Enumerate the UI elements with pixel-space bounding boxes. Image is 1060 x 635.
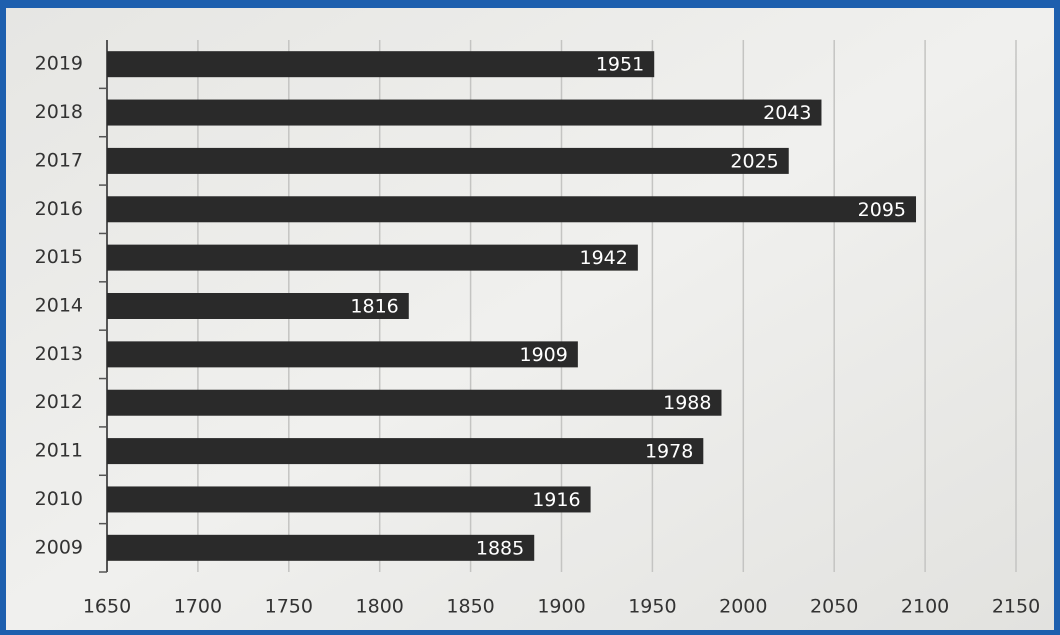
data-label: 1916 xyxy=(532,489,580,511)
data-label: 1885 xyxy=(476,537,524,559)
data-label: 1988 xyxy=(663,392,711,414)
y-tick-label: 2011 xyxy=(35,440,83,462)
x-tick-label: 1650 xyxy=(83,596,131,618)
bar xyxy=(107,147,789,174)
bar xyxy=(107,534,535,561)
x-tick-label: 2000 xyxy=(719,596,767,618)
bar xyxy=(107,389,722,416)
bar xyxy=(107,293,409,319)
x-tick-label: 1900 xyxy=(537,596,585,618)
data-label: 1951 xyxy=(596,54,644,76)
x-tick-label: 1750 xyxy=(265,596,313,618)
bar xyxy=(107,196,917,223)
y-tick-label: 2014 xyxy=(35,295,83,317)
data-label: 2043 xyxy=(763,102,811,124)
data-label: 2025 xyxy=(730,150,778,172)
data-label: 2095 xyxy=(858,199,906,221)
bar xyxy=(107,51,655,78)
bar xyxy=(107,99,822,126)
x-tick-label: 2100 xyxy=(901,596,949,618)
bar xyxy=(107,341,578,368)
bar xyxy=(107,438,704,465)
x-tick-label: 1850 xyxy=(446,596,494,618)
x-tick-label: 1800 xyxy=(356,596,404,618)
x-tick-label: 2050 xyxy=(810,596,858,618)
bar xyxy=(107,486,591,513)
y-tick-label: 2016 xyxy=(35,198,83,220)
data-label: 1909 xyxy=(520,344,568,366)
y-tick-label: 2013 xyxy=(35,343,83,365)
y-tick-label: 2009 xyxy=(35,536,83,558)
y-tick-label: 2015 xyxy=(35,246,83,268)
y-tick-label: 2012 xyxy=(35,391,83,413)
x-tick-label: 1950 xyxy=(628,596,676,618)
y-tick-label: 2019 xyxy=(35,53,83,75)
data-label: 1942 xyxy=(579,247,627,269)
x-tick-label: 1700 xyxy=(174,596,222,618)
data-label: 1816 xyxy=(350,296,398,318)
x-tick-label: 2150 xyxy=(992,596,1040,618)
data-label: 1978 xyxy=(645,441,693,463)
y-tick-label: 2017 xyxy=(35,149,83,171)
y-tick-label: 2018 xyxy=(35,101,83,123)
bar xyxy=(107,244,638,271)
y-tick-label: 2010 xyxy=(35,488,83,510)
